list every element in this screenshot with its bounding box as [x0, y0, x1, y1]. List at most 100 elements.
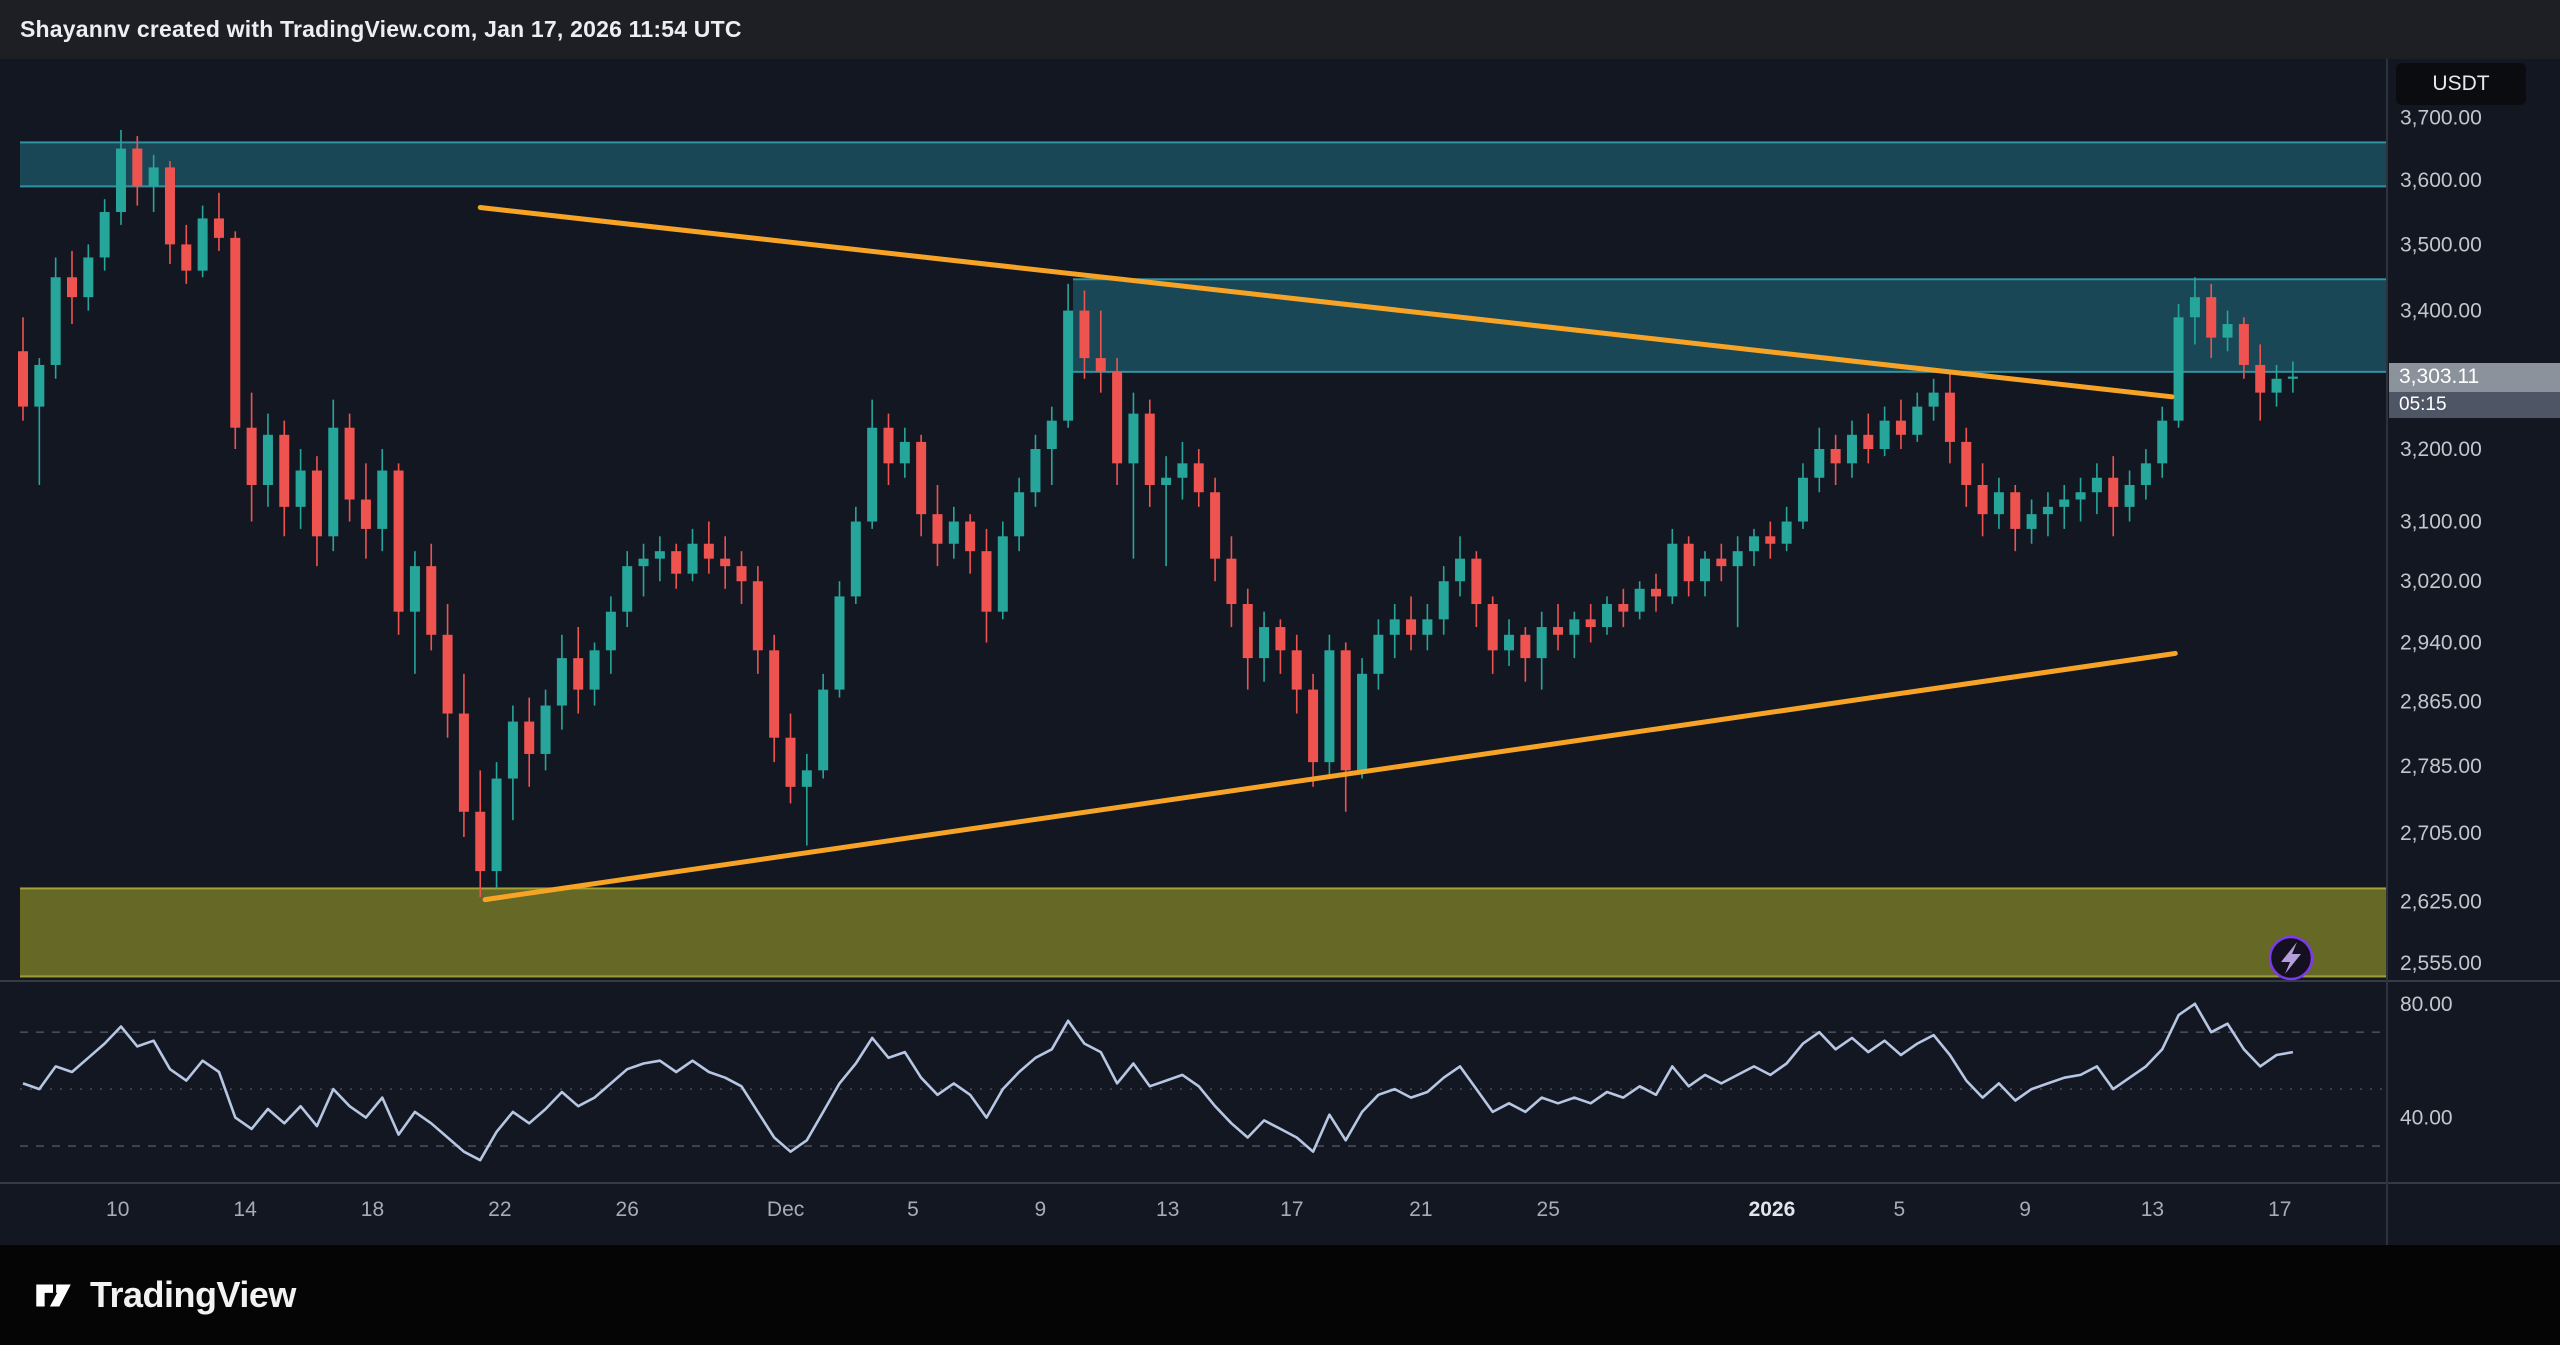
candle-body	[883, 427, 894, 464]
price-axis-label[interactable]: 3,400.00	[2400, 300, 2482, 323]
price-axis-label[interactable]: 2,940.00	[2400, 632, 2482, 655]
time-axis-label[interactable]: 2026	[1749, 1198, 1796, 1221]
candle-body	[671, 551, 682, 574]
candle-body	[475, 811, 486, 872]
candle-body	[213, 218, 224, 238]
candle-body	[2157, 420, 2168, 464]
candle-body	[1324, 650, 1335, 763]
descending-trendline[interactable]	[477, 205, 2175, 400]
price-axis-label[interactable]: 3,020.00	[2400, 570, 2482, 593]
candle-body	[1944, 392, 1955, 442]
price-axis-label[interactable]: 2,785.00	[2400, 755, 2482, 778]
price-chart-canvas[interactable]: 3,700.00 3,600.00 3,500.00 3,400.00 3,200.00…	[0, 59, 2560, 1245]
candle-body	[540, 705, 551, 754]
candle-body	[1667, 543, 1678, 597]
candle-body	[393, 470, 404, 612]
candle-body	[1699, 558, 1710, 582]
candle-body	[2010, 492, 2021, 529]
price-axis-label[interactable]: 3,500.00	[2400, 233, 2482, 256]
candle-body	[377, 470, 388, 529]
time-axis-label[interactable]: 13	[1156, 1198, 1179, 1221]
candle-body	[1406, 619, 1417, 635]
candle-body	[2238, 324, 2249, 365]
candle-body	[736, 566, 747, 582]
candle-body	[148, 167, 159, 187]
candle-body	[1716, 558, 1727, 567]
time-axis-label[interactable]: 10	[106, 1198, 129, 1221]
price-axis-label[interactable]: 2,555.00	[2400, 952, 2482, 975]
time-axis-label[interactable]: 9	[2019, 1198, 2031, 1221]
time-axis-label[interactable]: 5	[907, 1198, 919, 1221]
candle-body	[818, 689, 829, 771]
time-axis-label[interactable]: 14	[233, 1198, 257, 1221]
candle-body	[1569, 619, 1580, 635]
last-price-badge[interactable]: 3,303.11 05:15	[2389, 362, 2560, 418]
candle-body	[1487, 604, 1498, 651]
ascending-trendline[interactable]	[482, 650, 2178, 903]
candle-body	[1438, 581, 1449, 620]
chart-area[interactable]: 3,700.00 3,600.00 3,500.00 3,400.00 3,200.00…	[0, 59, 2560, 1245]
candle-body	[850, 521, 861, 597]
resistance-zone-upper[interactable]	[20, 142, 2387, 187]
candle-body	[1471, 558, 1482, 605]
footer-bar: TradingView	[0, 1245, 2560, 1345]
time-axis-label[interactable]: 17	[2268, 1198, 2291, 1221]
candle-body	[442, 634, 453, 714]
price-axis-label[interactable]: 3,100.00	[2400, 511, 2482, 534]
candle-body	[50, 277, 61, 365]
candle-body	[1226, 558, 1237, 605]
time-axis-label[interactable]: 26	[616, 1198, 639, 1221]
price-axis-label[interactable]: 3,700.00	[2400, 106, 2482, 129]
candle-body	[1242, 604, 1253, 659]
candle-body	[932, 514, 943, 544]
time-axis-label[interactable]: 5	[1893, 1198, 1905, 1221]
resistance-zone-mid[interactable]	[1073, 279, 2387, 372]
candle-body	[1079, 310, 1090, 359]
candle-body	[2222, 324, 2233, 338]
candle-body	[115, 148, 126, 212]
candle-body	[360, 499, 371, 529]
candle-body	[1014, 492, 1025, 537]
time-axis-label[interactable]: 22	[488, 1198, 511, 1221]
support-zone[interactable]	[20, 888, 2387, 977]
candle-body	[83, 257, 94, 298]
candle-body	[1259, 627, 1270, 659]
price-axis-label[interactable]: 3,200.00	[2400, 438, 2482, 461]
candle-body	[1912, 406, 1923, 435]
candle-body	[1651, 588, 1661, 597]
rsi-axis-label[interactable]: 40.00	[2400, 1107, 2453, 1130]
candle-body	[1193, 463, 1204, 493]
candle-body	[752, 581, 763, 651]
candle-body	[1536, 627, 1547, 659]
price-axis-unit-button[interactable]: USDT	[2396, 63, 2526, 105]
tradingview-wordmark: TradingView	[90, 1274, 296, 1315]
price-axis-label[interactable]: 2,705.00	[2400, 822, 2482, 845]
candle-body	[1879, 420, 1890, 450]
candle-body	[2255, 364, 2266, 393]
candle-body	[2059, 499, 2070, 507]
price-axis-label[interactable]: 2,865.00	[2400, 691, 2482, 714]
rsi-axis-label[interactable]: 80.00	[2400, 993, 2453, 1016]
tradingview-logo[interactable]: TradingView	[30, 1272, 296, 1318]
time-axis-label[interactable]: 13	[2141, 1198, 2164, 1221]
time-axis-label[interactable]: Dec	[767, 1198, 804, 1221]
candle-body	[197, 218, 208, 271]
candle-body	[164, 167, 175, 245]
time-axis-label[interactable]: 18	[361, 1198, 384, 1221]
time-axis-label[interactable]: 17	[1280, 1198, 1303, 1221]
candle-body	[246, 427, 257, 485]
time-axis-label[interactable]: 25	[1537, 1198, 1560, 1221]
candle-body	[344, 427, 355, 500]
candle-body	[1602, 604, 1613, 628]
candle-body	[2173, 317, 2184, 421]
candle-body	[1128, 413, 1139, 464]
price-axis-label[interactable]: 3,600.00	[2400, 169, 2482, 192]
time-axis-label[interactable]: 9	[1035, 1198, 1047, 1221]
candle-body	[1504, 634, 1515, 651]
attribution-text: Shayannv created with TradingView.com, J…	[20, 16, 742, 42]
candle-body	[1520, 634, 1531, 659]
price-axis-label[interactable]: 2,625.00	[2400, 890, 2482, 913]
time-axis-label[interactable]: 21	[1409, 1198, 1432, 1221]
candle-body	[948, 521, 959, 544]
lightning-icon[interactable]	[2268, 935, 2314, 981]
